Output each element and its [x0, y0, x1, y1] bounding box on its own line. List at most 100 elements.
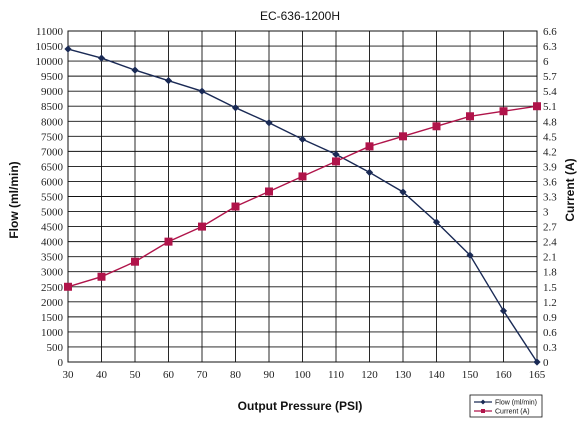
- y-left-tick-label: 2500: [41, 282, 64, 294]
- y-right-tick-label: 2.4: [543, 237, 557, 249]
- flow-data-point: [164, 77, 173, 85]
- series-layer: [64, 45, 541, 366]
- flow-data-point: [533, 358, 541, 366]
- flow-data-point: [64, 45, 72, 53]
- y-right-tick-label: 5.4: [543, 86, 557, 98]
- current-data-point: [432, 122, 441, 131]
- legend-flow-label: Flow (ml/min): [495, 400, 537, 407]
- y-left-tick-label: 6500: [41, 161, 64, 173]
- y-right-tick-label: 1.8: [543, 267, 557, 279]
- y-left-tick-label: 9500: [41, 71, 64, 83]
- y-right-tick-label: 6.3: [543, 41, 557, 53]
- legend-current-label: Current (A): [495, 409, 530, 416]
- current-data-point: [365, 142, 374, 151]
- y-right-tick-label: 3: [543, 207, 549, 219]
- y-left-tick-label: 500: [47, 342, 64, 354]
- y-right-tick-label: 0.3: [543, 342, 557, 354]
- x-tick-label: 150: [462, 369, 479, 381]
- y-right-tick-label: 0: [543, 357, 549, 369]
- current-data-point: [533, 102, 541, 111]
- y-left-tick-label: 1000: [41, 327, 64, 339]
- x-tick-label: 30: [63, 369, 75, 381]
- flow-data-point: [198, 87, 206, 95]
- y-left-tick-label: 4500: [41, 222, 64, 234]
- x-tick-label: 50: [130, 369, 142, 381]
- x-tick-label: 130: [395, 369, 412, 381]
- x-tick-label: 160: [495, 369, 512, 381]
- x-axis-ticks: 30 40 50 60 70 80 90 100 110 120 130 140 150 160 165: [63, 369, 546, 381]
- y-right-tick-label: 2.7: [543, 222, 557, 234]
- y-left-tick-label: 9000: [41, 86, 64, 98]
- flow-data-point: [399, 188, 407, 196]
- y-axis-right-title: Current (A): [563, 158, 577, 221]
- flow-data-point: [231, 104, 240, 112]
- y-axis-left-title: Flow (ml/min): [7, 161, 21, 238]
- y-right-tick-label: 4.5: [543, 131, 557, 143]
- left-axis-ticks: 0 500 1000 1500 2000 2500 3000 3500 4000 4500 5000…: [36, 26, 64, 369]
- chart-legend: Flow (ml/min) Current (A): [469, 394, 543, 418]
- y-right-tick-label: 5.7: [543, 71, 557, 83]
- y-right-tick-label: 3.3: [543, 192, 557, 204]
- y-left-tick-label: 10500: [36, 41, 64, 53]
- y-right-tick-label: 1.5: [543, 282, 557, 294]
- y-right-tick-label: 6: [543, 56, 549, 68]
- x-tick-label: 60: [163, 369, 175, 381]
- current-data-point: [131, 257, 139, 266]
- y-right-tick-label: 6.6: [543, 26, 557, 38]
- y-right-tick-label: 3.6: [543, 176, 557, 188]
- y-left-tick-label: 0: [58, 357, 64, 369]
- flow-data-point: [365, 168, 374, 177]
- y-left-tick-label: 2000: [41, 297, 64, 309]
- x-tick-label: 100: [294, 369, 311, 381]
- current-data-point: [265, 187, 273, 196]
- y-right-tick-label: 0.6: [543, 327, 557, 339]
- flow-data-point: [332, 150, 340, 158]
- current-data-point: [466, 112, 474, 121]
- x-axis-title: Output Pressure (PSI): [238, 399, 363, 413]
- y-left-tick-label: 10000: [36, 56, 64, 68]
- current-data-point: [97, 272, 106, 281]
- y-right-tick-label: 4.8: [543, 116, 557, 128]
- chart-title: EC-636-1200H: [260, 9, 340, 23]
- flow-data-point: [298, 135, 307, 143]
- x-tick-label: 40: [96, 369, 108, 381]
- legend-flow-marker: [480, 399, 486, 405]
- current-data-point: [231, 202, 240, 211]
- current-data-point: [198, 222, 206, 231]
- y-left-tick-label: 7500: [41, 131, 64, 143]
- right-axis-ticks: 0 0.3 0.6 0.9 1.2 1.5 1.8 2.1 2.4 2.7 3 3.3 3.6 3.9 4.…: [543, 26, 557, 369]
- plot-grid: [67, 30, 538, 363]
- flow-data-point: [265, 119, 273, 127]
- y-left-tick-label: 4000: [41, 237, 64, 249]
- flow-data-point: [499, 307, 508, 315]
- y-right-tick-label: 4.2: [543, 146, 557, 158]
- flow-data-point: [466, 251, 474, 259]
- flow-data-point: [131, 66, 139, 74]
- y-left-tick-label: 5500: [41, 192, 64, 204]
- current-data-point: [64, 282, 72, 291]
- y-left-tick-label: 8000: [41, 116, 64, 128]
- current-data-point: [499, 107, 508, 116]
- y-left-tick-label: 5000: [41, 207, 64, 219]
- current-data-point: [164, 237, 173, 246]
- x-tick-label: 80: [230, 369, 242, 381]
- y-left-tick-label: 3000: [41, 267, 64, 279]
- y-left-tick-label: 1500: [41, 312, 64, 324]
- x-tick-label: 70: [197, 369, 209, 381]
- current-data-point: [399, 132, 407, 141]
- y-right-tick-label: 5.1: [543, 101, 557, 113]
- x-tick-label: 110: [328, 369, 345, 381]
- y-left-tick-label: 6000: [41, 176, 64, 188]
- y-left-tick-label: 11000: [36, 26, 64, 38]
- current-data-point: [298, 172, 307, 181]
- y-right-tick-label: 0.9: [543, 312, 557, 324]
- x-tick-label: 165: [529, 369, 546, 381]
- current-data-point: [332, 157, 340, 166]
- x-tick-label: 120: [361, 369, 378, 381]
- y-right-tick-label: 1.2: [543, 297, 557, 309]
- flow-data-point: [432, 218, 441, 226]
- flow-data-point: [97, 54, 106, 62]
- y-left-tick-label: 3500: [41, 252, 64, 264]
- x-tick-label: 90: [264, 369, 276, 381]
